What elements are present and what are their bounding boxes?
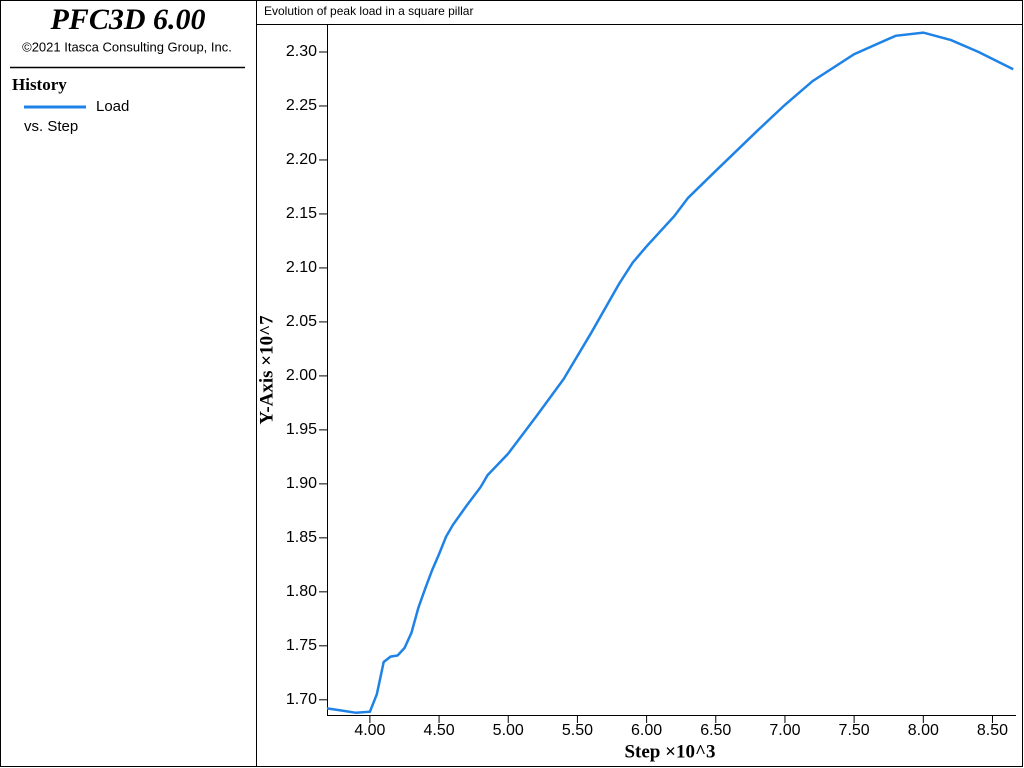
y-tick-label: 2.25	[286, 97, 317, 114]
y-tick-label: 2.05	[286, 313, 317, 330]
x-tick-label: 4.00	[354, 722, 385, 739]
y-tick-label: 2.15	[286, 205, 317, 222]
chart-title: Evolution of peak load in a square pilla…	[264, 4, 473, 18]
y-tick-label: 1.75	[286, 637, 317, 654]
x-tick-label: 6.50	[700, 722, 731, 739]
x-tick-label: 5.00	[493, 722, 524, 739]
y-tick-label: 1.90	[286, 475, 317, 492]
x-tick-label: 7.50	[839, 722, 870, 739]
copyright: ©2021 Itasca Consulting Group, Inc.	[22, 39, 232, 54]
y-tick-label: 1.70	[286, 691, 317, 708]
y-tick-label: 2.20	[286, 151, 317, 168]
legend-heading: History	[12, 75, 67, 94]
y-tick-label: 2.10	[286, 259, 317, 276]
y-tick-label: 1.80	[286, 583, 317, 600]
y-tick-label: 2.30	[286, 43, 317, 60]
x-tick-label: 8.00	[908, 722, 939, 739]
legend-subtitle: vs. Step	[24, 118, 78, 135]
y-tick-label: 2.00	[286, 367, 317, 384]
x-axis-label: Step ×10^3	[624, 741, 715, 762]
y-axis-label: Y-Axis ×10^7	[256, 315, 277, 425]
series-line	[327, 31, 1014, 715]
x-tick-label: 5.50	[562, 722, 593, 739]
x-tick-label: 4.50	[423, 722, 454, 739]
legend-label: Load	[96, 98, 129, 115]
x-tick-label: 7.00	[769, 722, 800, 739]
app-title: PFC3D 6.00	[49, 3, 205, 36]
x-tick-label: 8.50	[977, 722, 1008, 739]
x-tick-label: 6.00	[631, 722, 662, 739]
y-tick-label: 1.95	[286, 421, 317, 438]
y-tick-label: 1.85	[286, 529, 317, 546]
